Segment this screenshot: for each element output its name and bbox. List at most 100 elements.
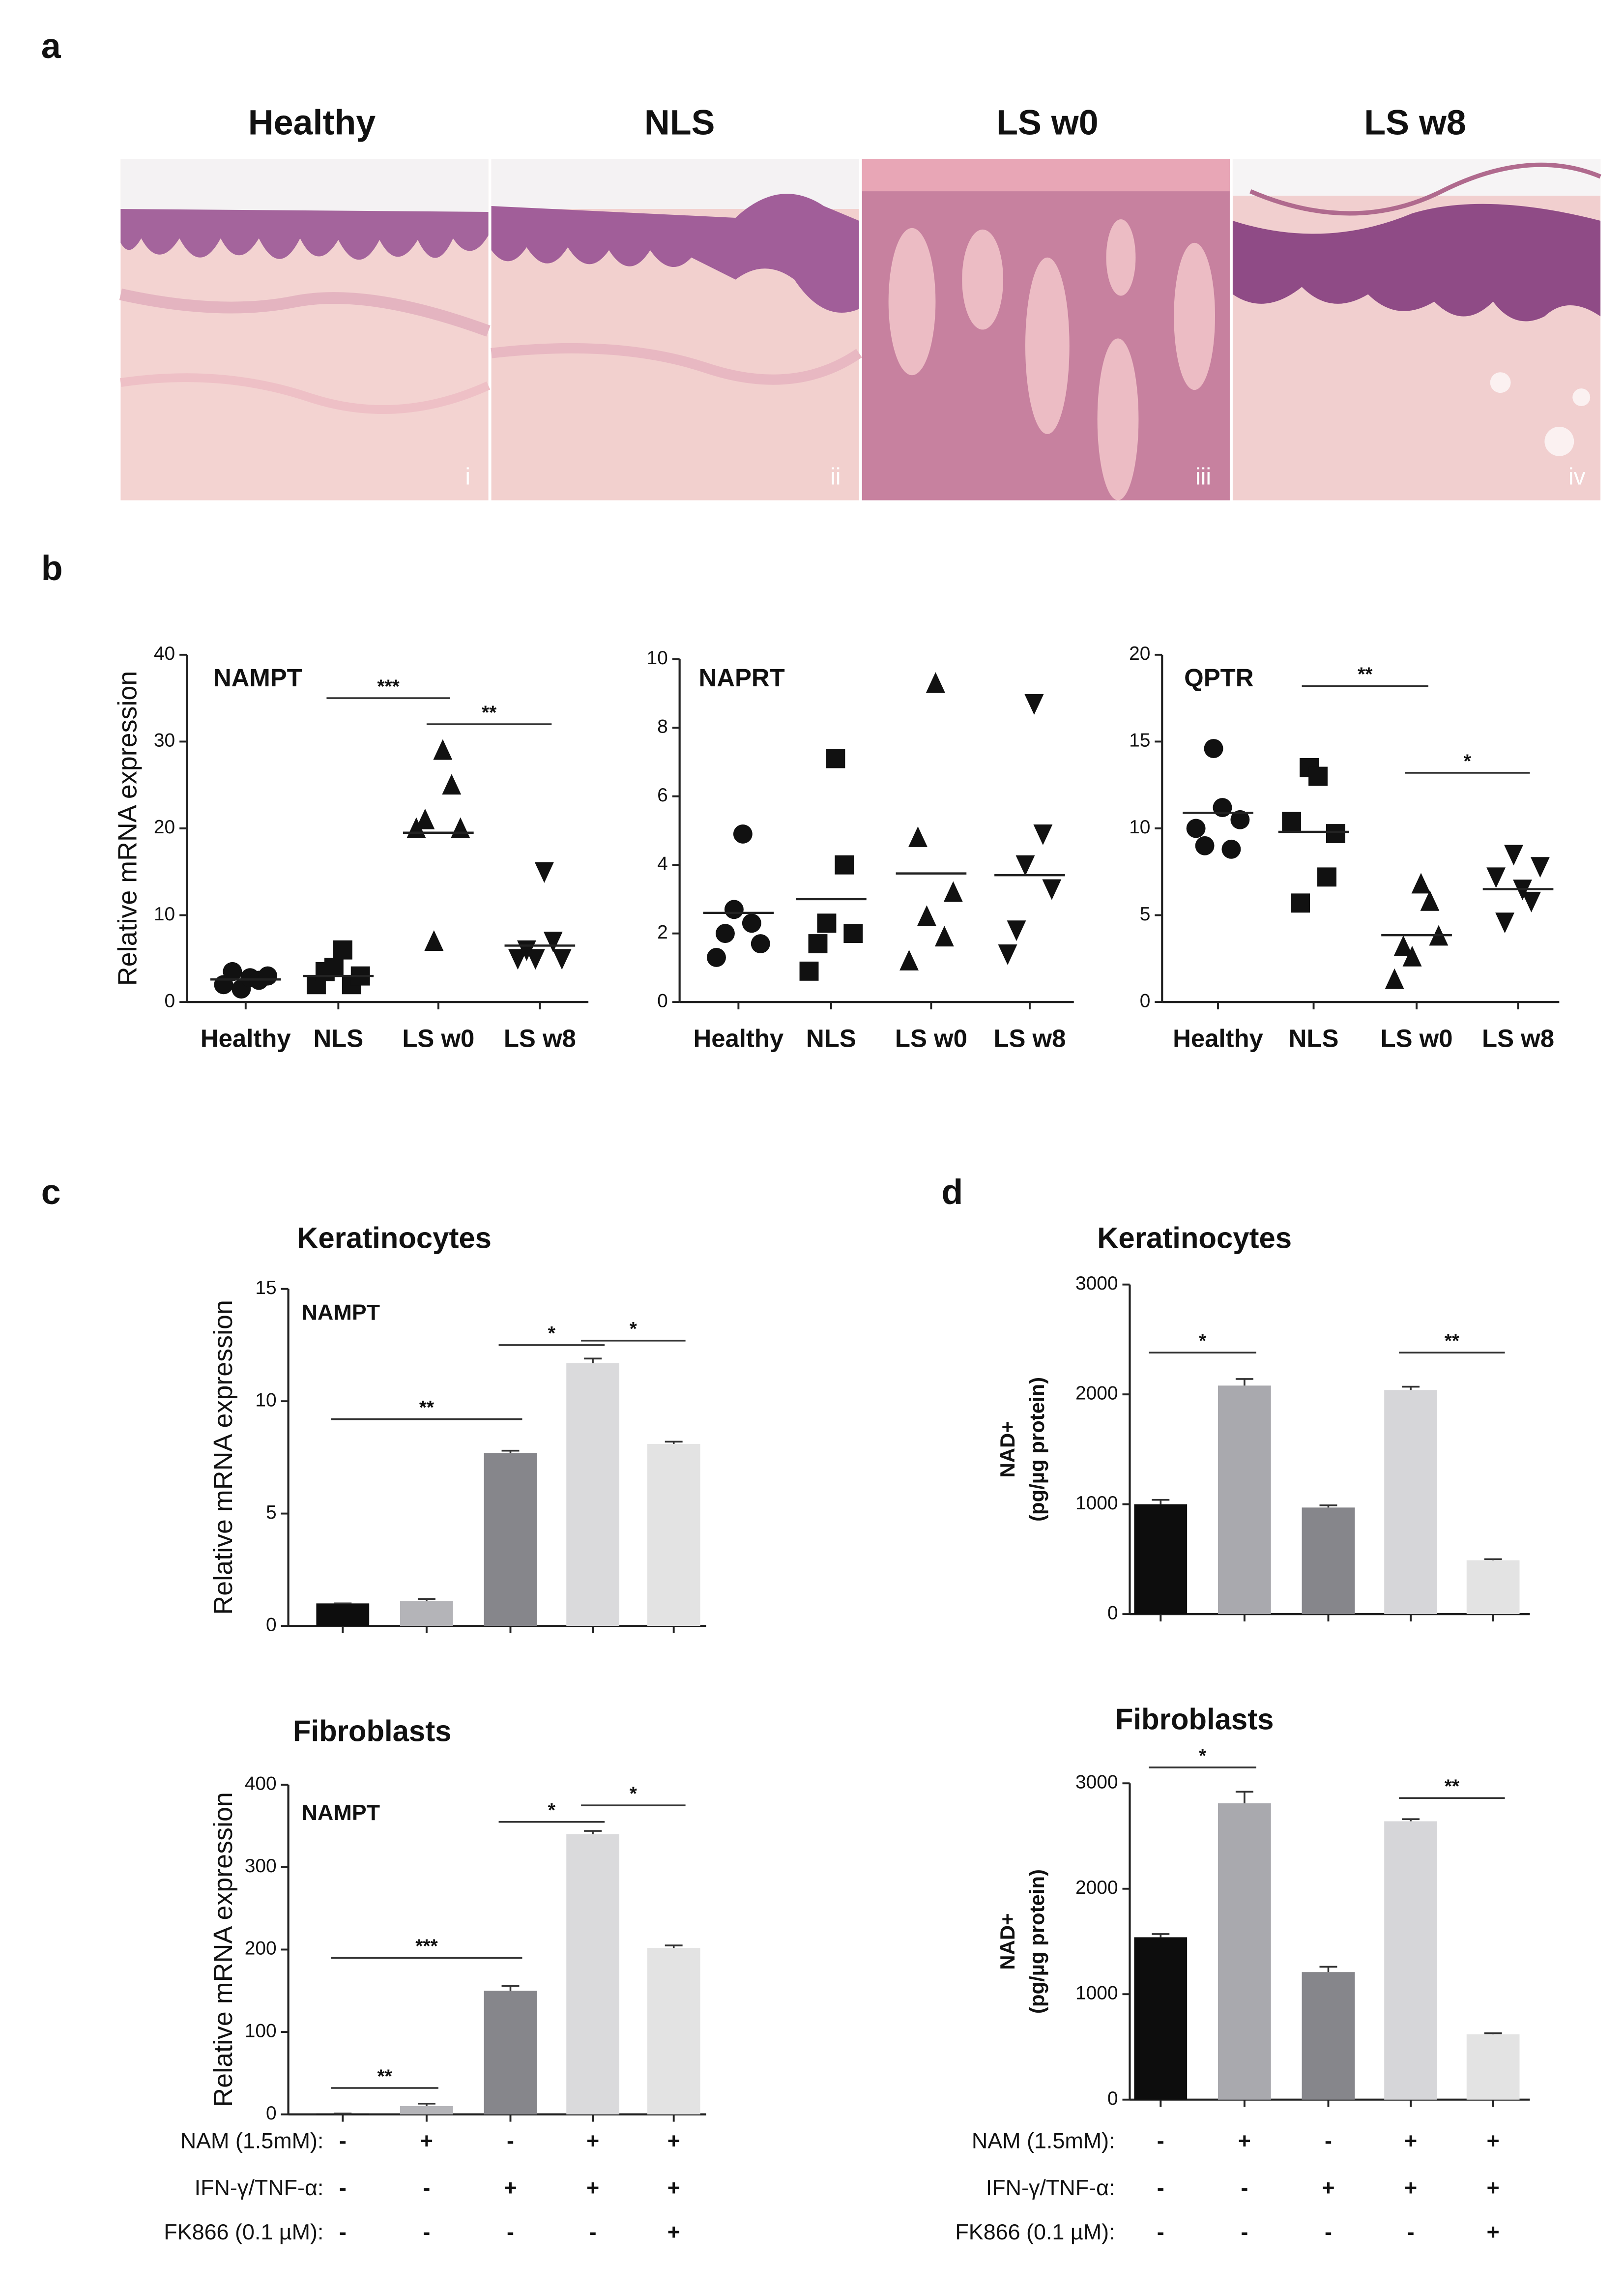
bar bbox=[1218, 1803, 1271, 2100]
data-point bbox=[1204, 739, 1223, 758]
y-axis-label: Relative mRNA expression bbox=[208, 1300, 238, 1615]
x-tick-label: NLS bbox=[1289, 1024, 1339, 1052]
data-point bbox=[1317, 867, 1336, 887]
x-tick-label: LS w0 bbox=[1381, 1024, 1453, 1052]
y-tick-label: 2000 bbox=[1075, 1382, 1118, 1404]
data-point bbox=[1282, 812, 1302, 831]
image-numeral: iii bbox=[1195, 464, 1211, 490]
data-point bbox=[817, 913, 837, 933]
y-tick-label: 100 bbox=[245, 2020, 277, 2041]
y-tick-label: 10 bbox=[154, 904, 175, 925]
chart-title: Fibroblasts bbox=[1115, 1703, 1274, 1735]
histology-title: LS w8 bbox=[1364, 103, 1466, 142]
data-point bbox=[1393, 935, 1413, 956]
significance-label: * bbox=[1199, 1331, 1207, 1352]
data-point bbox=[1195, 836, 1215, 855]
data-point bbox=[1213, 798, 1232, 818]
y-tick-label: 40 bbox=[154, 643, 175, 664]
significance-label: ** bbox=[482, 702, 497, 723]
y-tick-label: 200 bbox=[245, 1938, 277, 1959]
data-point bbox=[508, 949, 527, 970]
bar bbox=[1466, 2034, 1520, 2100]
data-point bbox=[1522, 891, 1541, 912]
histology-image: i bbox=[119, 159, 491, 500]
significance-label: * bbox=[1464, 751, 1472, 772]
bar bbox=[1134, 1937, 1188, 2100]
condition-sign: - bbox=[507, 2219, 514, 2244]
chart-title: Fibroblasts bbox=[293, 1714, 452, 1747]
histology-title: LS w0 bbox=[996, 103, 1099, 142]
y-axis-label: NAD+ bbox=[996, 1421, 1019, 1477]
data-point bbox=[1530, 857, 1550, 878]
panel-label: b bbox=[41, 549, 63, 588]
condition-label: IFN-γ/TNF-α: bbox=[986, 2175, 1115, 2200]
y-tick-label: 8 bbox=[657, 716, 668, 737]
y-tick-label: 4 bbox=[657, 853, 668, 874]
condition-sign: - bbox=[339, 2175, 347, 2200]
x-tick-label: LS w0 bbox=[895, 1024, 967, 1052]
data-point bbox=[799, 961, 819, 981]
y-tick-label: 0 bbox=[1107, 2088, 1118, 2109]
chart-title: NAMPT bbox=[213, 664, 302, 692]
y-tick-label: 5 bbox=[1140, 904, 1151, 925]
condition-sign: - bbox=[1157, 2219, 1164, 2244]
data-point bbox=[742, 913, 761, 933]
condition-sign: - bbox=[423, 2175, 430, 2200]
condition-label: FK866 (0.1 µM): bbox=[955, 2219, 1115, 2244]
data-point bbox=[1015, 855, 1035, 876]
data-point bbox=[1420, 890, 1440, 911]
y-tick-label: 2 bbox=[657, 922, 668, 943]
data-point bbox=[525, 949, 545, 970]
bar bbox=[400, 1601, 453, 1626]
bar bbox=[1302, 1972, 1355, 2100]
condition-sign: - bbox=[423, 2219, 430, 2244]
y-tick-label: 15 bbox=[255, 1277, 276, 1298]
x-tick-label: LS w0 bbox=[402, 1024, 474, 1052]
image-numeral: iv bbox=[1568, 464, 1586, 490]
data-point bbox=[534, 862, 554, 883]
significance-label: ** bbox=[1358, 664, 1373, 685]
y-tick-label: 10 bbox=[646, 647, 667, 669]
data-point bbox=[1186, 819, 1206, 838]
data-point bbox=[1230, 810, 1250, 829]
condition-sign: + bbox=[1487, 2128, 1500, 2153]
significance-label: ** bbox=[1445, 1331, 1460, 1352]
data-point bbox=[258, 966, 278, 986]
condition-sign: - bbox=[589, 2219, 597, 2244]
condition-sign: - bbox=[1241, 2175, 1248, 2200]
data-point bbox=[424, 930, 444, 951]
panel-label: a bbox=[41, 27, 61, 66]
data-point bbox=[1007, 920, 1026, 941]
data-point bbox=[543, 932, 563, 952]
y-tick-label: 1000 bbox=[1075, 1983, 1118, 2004]
y-tick-label: 0 bbox=[266, 1614, 277, 1635]
data-point bbox=[1033, 824, 1053, 845]
condition-sign: + bbox=[667, 2219, 680, 2244]
data-point bbox=[223, 962, 242, 981]
data-point bbox=[926, 672, 945, 693]
bar bbox=[484, 1453, 537, 1626]
data-point bbox=[826, 749, 845, 768]
panel-label: c bbox=[41, 1173, 61, 1212]
condition-sign: + bbox=[504, 2175, 517, 2200]
condition-label: NAM (1.5mM): bbox=[972, 2128, 1115, 2153]
chart-title: Keratinocytes bbox=[297, 1222, 492, 1255]
y-tick-label: 3000 bbox=[1075, 1273, 1118, 1294]
bar bbox=[484, 1991, 537, 2115]
y-tick-label: 5 bbox=[266, 1502, 277, 1523]
x-tick-label: LS w8 bbox=[993, 1024, 1066, 1052]
data-point bbox=[1385, 968, 1404, 989]
image-numeral: i bbox=[465, 464, 470, 490]
data-point bbox=[1024, 694, 1044, 715]
condition-sign: - bbox=[1157, 2175, 1164, 2200]
condition-sign: + bbox=[1322, 2175, 1334, 2200]
histology-image: iii bbox=[862, 159, 1230, 500]
condition-sign: - bbox=[1157, 2128, 1164, 2153]
condition-sign: + bbox=[1238, 2128, 1251, 2153]
bar bbox=[647, 1948, 700, 2115]
data-point bbox=[934, 926, 954, 947]
significance-label: *** bbox=[377, 676, 400, 697]
data-point bbox=[1308, 766, 1328, 786]
y-tick-label: 3000 bbox=[1075, 1772, 1118, 1793]
chart-subtitle: NAMPT bbox=[302, 1299, 380, 1324]
